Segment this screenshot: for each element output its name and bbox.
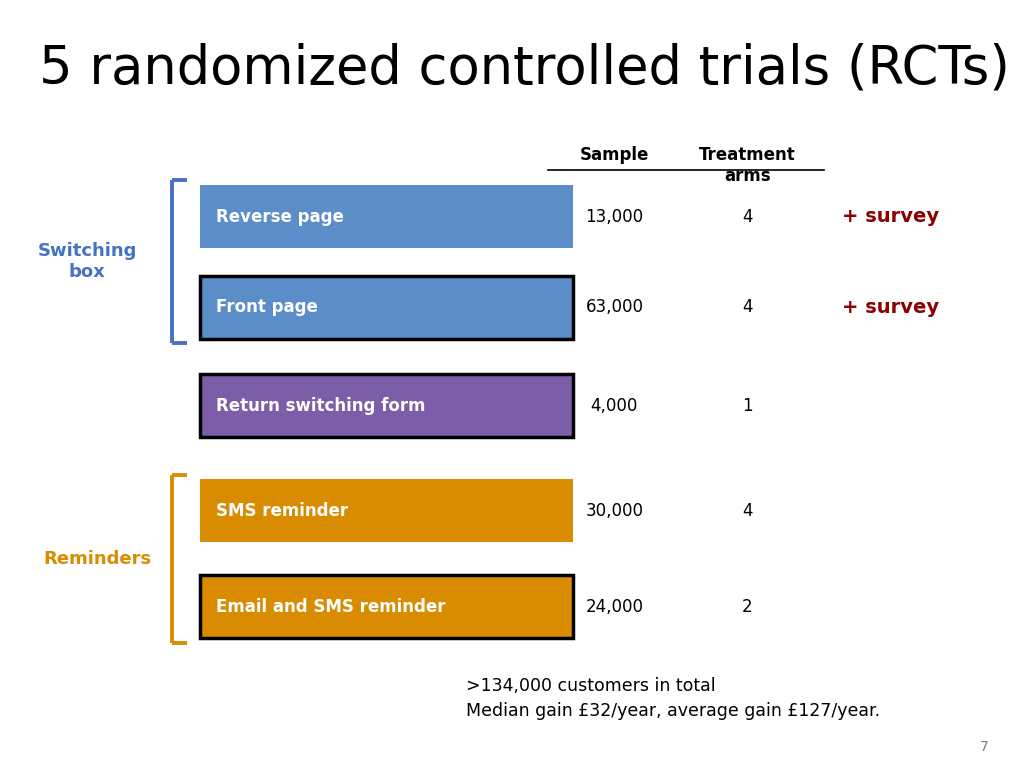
FancyBboxPatch shape — [200, 374, 573, 437]
Text: 7: 7 — [979, 740, 988, 754]
Text: 4: 4 — [742, 502, 753, 520]
Text: 4: 4 — [742, 207, 753, 226]
Text: Sample: Sample — [580, 146, 649, 164]
Text: 24,000: 24,000 — [586, 598, 643, 616]
Text: Switching
box: Switching box — [37, 243, 137, 281]
Text: 4,000: 4,000 — [591, 396, 638, 415]
Text: Return switching form: Return switching form — [216, 396, 426, 415]
FancyBboxPatch shape — [200, 575, 573, 638]
Text: Median gain £32/year, average gain £127/year.: Median gain £32/year, average gain £127/… — [466, 702, 880, 720]
Text: Treatment
arms: Treatment arms — [699, 146, 796, 185]
Text: Email and SMS reminder: Email and SMS reminder — [216, 598, 445, 616]
Text: 13,000: 13,000 — [586, 207, 643, 226]
FancyBboxPatch shape — [200, 185, 573, 248]
FancyBboxPatch shape — [200, 276, 573, 339]
Text: 1: 1 — [742, 396, 753, 415]
Text: 63,000: 63,000 — [586, 298, 643, 316]
Text: + survey: + survey — [843, 207, 939, 226]
Text: SMS reminder: SMS reminder — [216, 502, 348, 520]
Text: 4: 4 — [742, 298, 753, 316]
Text: 5 randomized controlled trials (RCTs): 5 randomized controlled trials (RCTs) — [39, 42, 1010, 94]
Text: Reverse page: Reverse page — [216, 207, 344, 226]
FancyBboxPatch shape — [200, 479, 573, 542]
Text: Front page: Front page — [216, 298, 317, 316]
Text: 2: 2 — [742, 598, 753, 616]
Text: >134,000 customers in total: >134,000 customers in total — [466, 677, 716, 695]
Text: + survey: + survey — [843, 298, 939, 316]
Text: Reminders: Reminders — [43, 550, 152, 568]
Text: 30,000: 30,000 — [586, 502, 643, 520]
